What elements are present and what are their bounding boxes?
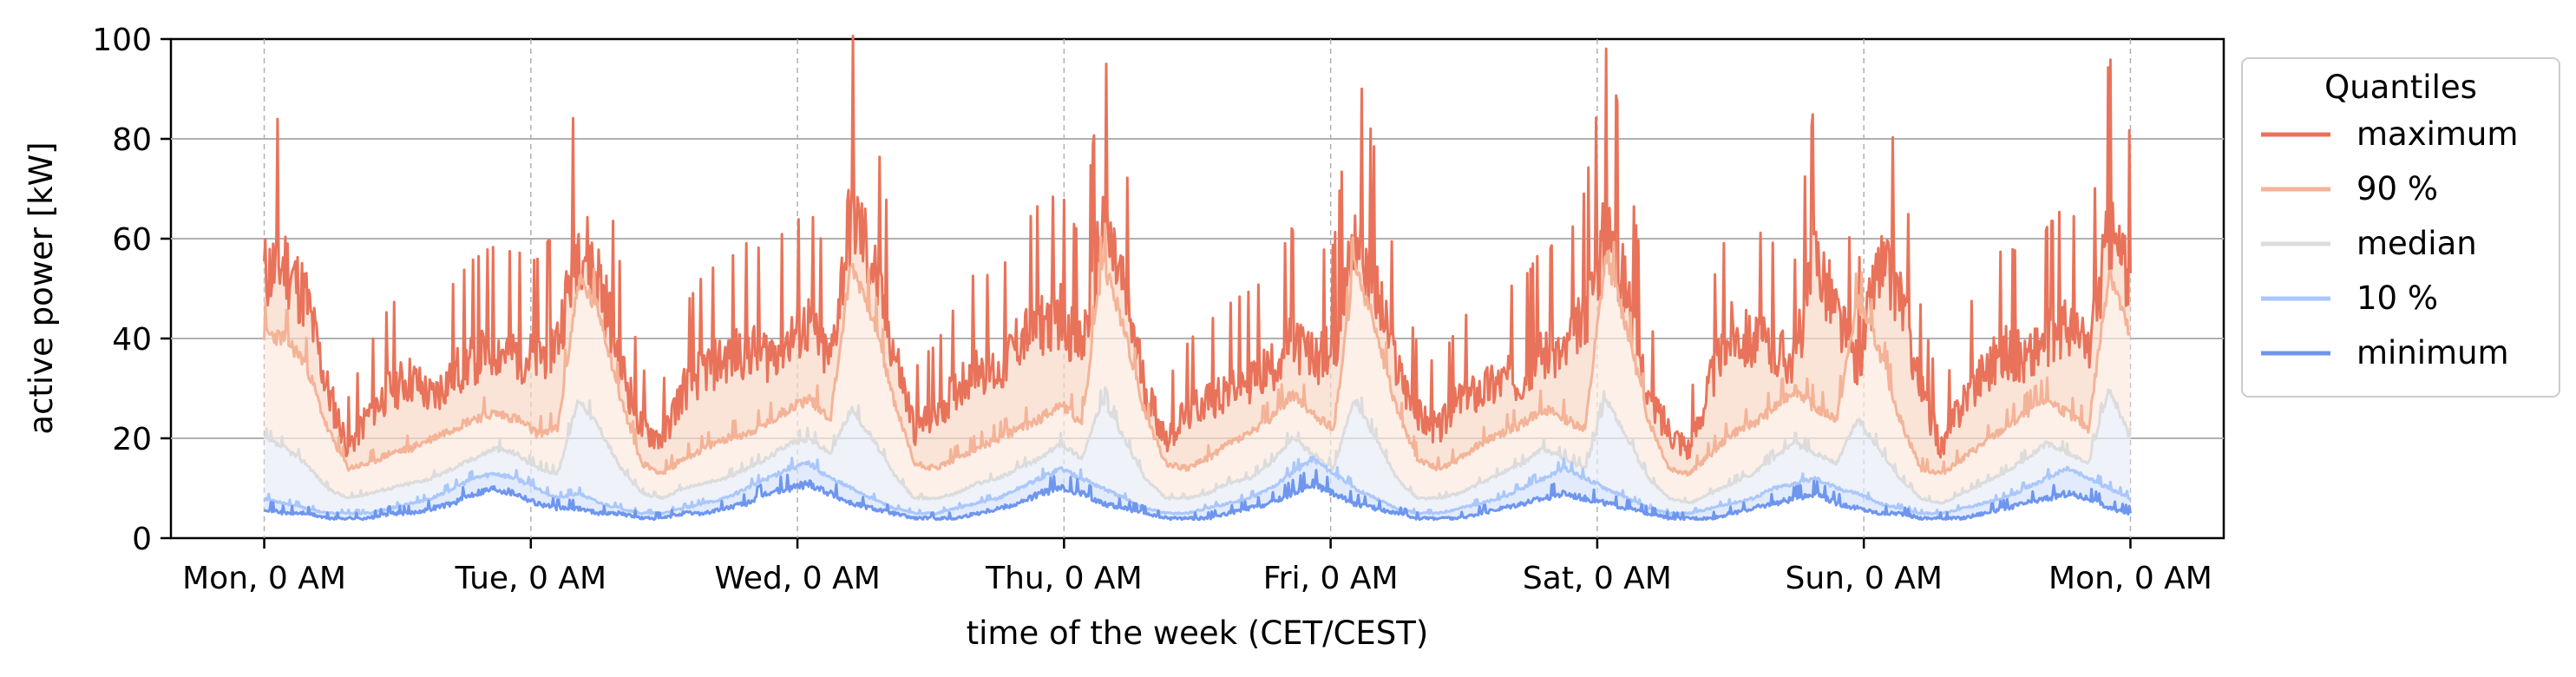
y-tick-label: 100 <box>92 23 152 58</box>
x-tick-label: Mon, 0 AM <box>2048 561 2212 596</box>
legend-title: Quantiles <box>2324 69 2477 106</box>
legend-label: median <box>2356 225 2477 262</box>
x-axis-title: time of the week (CET/CEST) <box>967 615 1429 652</box>
plot-frame <box>169 37 2225 540</box>
x-tick-label: Tue, 0 AM <box>455 561 606 596</box>
quantile-band <box>264 457 2131 520</box>
x-tick-label: Fri, 0 AM <box>1263 561 1399 596</box>
x-tick-label: Sat, 0 AM <box>1523 561 1672 596</box>
series-line-maximum <box>263 34 2132 460</box>
legend-box <box>2241 57 2560 398</box>
x-tick-label: Sun, 0 AM <box>1785 561 1942 596</box>
x-tick-label: Wed, 0 AM <box>714 561 880 596</box>
y-axis-title: active power [kW] <box>23 141 60 434</box>
legend-label: 90 % <box>2356 170 2438 207</box>
series-line-90- <box>263 222 2132 477</box>
quantile-band <box>264 387 2131 515</box>
y-tick-label: 60 <box>112 222 152 258</box>
series-line-median <box>263 386 2132 505</box>
y-tick-label: 40 <box>112 322 152 358</box>
legend-items: maximum 90 % median 10 % minimum <box>2261 115 2518 371</box>
y-tick-label: 20 <box>112 422 152 457</box>
axes: 0 20 40 60 80 100 Mon, 0 AM Tue, 0 AM Wed, 0 AM T… <box>92 23 2212 596</box>
series-line-minimum <box>264 469 2132 522</box>
quantile-band <box>264 223 2131 504</box>
legend-label: maximum <box>2356 115 2518 153</box>
y-tick-label: 80 <box>112 122 152 158</box>
legend-label: 10 % <box>2356 279 2438 317</box>
x-tick-label: Thu, 0 AM <box>985 561 1143 596</box>
legend-label: minimum <box>2356 334 2509 371</box>
legend: Quantiles maximum 90 % median 10 % minimum <box>2241 57 2560 398</box>
y-tick-label: 0 <box>132 522 152 557</box>
series-lines <box>263 34 2132 522</box>
x-tick-label: Mon, 0 AM <box>182 561 346 596</box>
series-line-10- <box>263 455 2131 516</box>
